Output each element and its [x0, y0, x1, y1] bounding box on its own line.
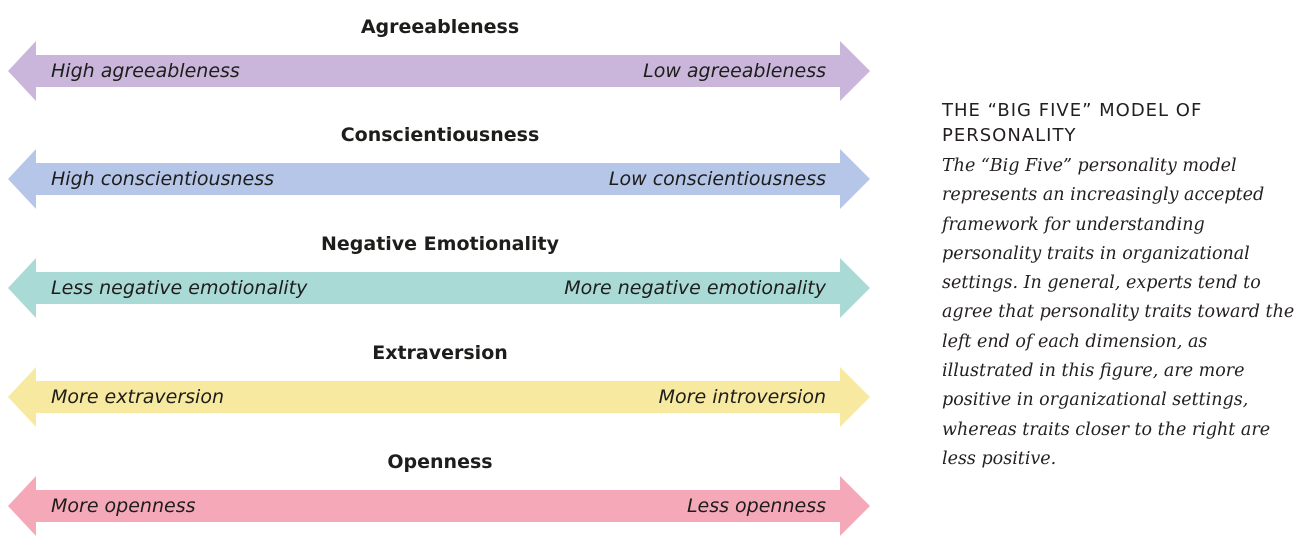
dimension-openness: Openness More openness Less openness: [0, 449, 880, 549]
right-pole-label: More introversion: [658, 386, 826, 408]
caption-body: The “Big Five” personality model represe…: [942, 156, 1295, 469]
left-pole-label: More openness: [51, 495, 196, 517]
right-pole-label: More negative emotionality: [564, 277, 826, 299]
left-pole-label: High conscientiousness: [51, 168, 274, 190]
double-arrow-icon: [8, 367, 870, 427]
double-arrow: [0, 257, 880, 319]
big-five-diagram: Agreeableness High agreeableness Low agr…: [0, 14, 880, 549]
left-pole-label: High agreeableness: [51, 60, 240, 82]
left-pole-label: More extraversion: [51, 386, 224, 408]
double-arrow-icon: [8, 149, 870, 209]
dimension-title: Agreeableness: [360, 16, 520, 38]
double-arrow: [0, 366, 880, 428]
right-pole-label: Low conscientiousness: [608, 168, 826, 190]
figure-caption: THE “BIG FIVE” MODEL OF PERSONALITY The …: [942, 98, 1304, 474]
double-arrow-icon: [8, 41, 870, 101]
double-arrow: [0, 148, 880, 210]
double-arrow: [0, 475, 880, 537]
dimension-negative-emotionality: Negative Emotionality Less negative emot…: [0, 231, 880, 331]
dimension-agreeableness: Agreeableness High agreeableness Low agr…: [0, 14, 880, 114]
double-arrow-icon: [8, 258, 870, 318]
dimension-title: Openness: [387, 451, 493, 473]
double-arrow: [0, 40, 880, 102]
double-arrow-icon: [8, 476, 870, 536]
caption-title: THE “BIG FIVE” MODEL OF PERSONALITY: [942, 100, 1203, 146]
dimension-title: Extraversion: [372, 342, 508, 364]
left-pole-label: Less negative emotionality: [51, 277, 308, 299]
dimension-title: Conscientiousness: [340, 124, 540, 146]
right-pole-label: Low agreeableness: [643, 60, 826, 82]
dimension-title: Negative Emotionality: [320, 233, 559, 255]
dimension-conscientiousness: Conscientiousness High conscientiousness…: [0, 122, 880, 222]
dimension-extraversion: Extraversion More extraversion More intr…: [0, 340, 880, 440]
right-pole-label: Less openness: [686, 495, 826, 517]
